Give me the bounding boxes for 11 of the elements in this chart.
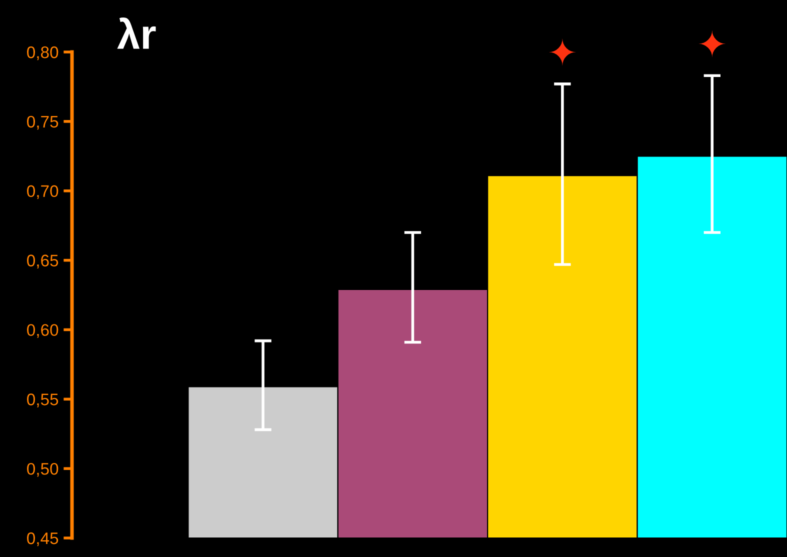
y-tick-label: 0,80 xyxy=(27,46,58,60)
y-tick-label: 0,75 xyxy=(27,116,58,130)
chart-title: λr xyxy=(117,18,156,49)
y-tick-label: 0,55 xyxy=(27,394,58,408)
y-tick-label: 0,50 xyxy=(27,462,58,477)
data-label: ✦ xyxy=(548,38,576,66)
y-tick-label: 0,45 xyxy=(27,532,58,546)
y-tick-label: 0,60 xyxy=(27,324,58,338)
y-tick-label: 0,65 xyxy=(27,254,58,268)
data-label: ✦ xyxy=(698,30,726,58)
y-tick-label: 0,70 xyxy=(27,185,58,200)
